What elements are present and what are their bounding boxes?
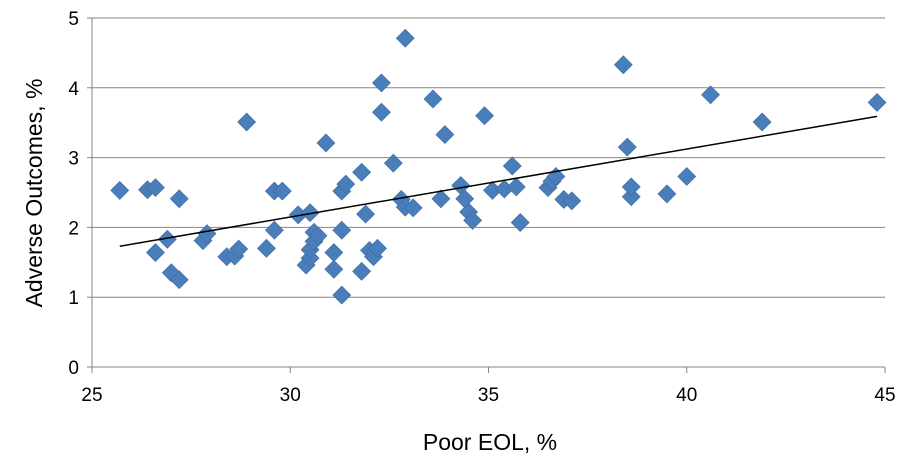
data-point	[272, 181, 292, 201]
data-point	[617, 137, 637, 157]
data-point	[506, 177, 526, 197]
data-point	[372, 102, 391, 122]
data-point	[502, 156, 522, 176]
data-point	[701, 85, 720, 105]
data-point	[383, 153, 403, 173]
data-point	[657, 184, 677, 204]
y-tick-label: 4	[68, 79, 79, 100]
x-tick-labels: 25 30 35 40 45	[81, 385, 895, 406]
y-tick-label: 1	[68, 288, 79, 309]
y-axis-title: Adverse Outcomes, %	[21, 79, 47, 308]
data-point	[372, 73, 391, 93]
data-point	[423, 89, 443, 109]
data-point	[332, 285, 352, 305]
data-point	[316, 133, 336, 153]
x-tick-label: 35	[478, 385, 499, 406]
trendline-group	[119, 115, 878, 247]
data-point	[613, 55, 633, 75]
y-tick-label: 2	[68, 218, 79, 239]
data-point	[395, 28, 415, 48]
data-point	[324, 243, 344, 262]
axes	[87, 17, 886, 373]
data-point	[229, 239, 249, 259]
x-tick-label: 30	[280, 385, 301, 406]
x-tick-label: 25	[81, 385, 102, 406]
x-tick-label: 40	[676, 385, 697, 406]
data-point	[169, 270, 189, 290]
y-tick-label: 5	[68, 9, 79, 30]
data-point	[257, 238, 276, 258]
data-point	[332, 220, 352, 240]
data-point	[621, 187, 641, 207]
data-point	[435, 125, 455, 144]
x-axis-title: Poor EOL, %	[423, 429, 557, 455]
data-point	[110, 180, 130, 200]
gridlines	[92, 17, 885, 298]
x-tick-label: 45	[874, 385, 895, 406]
y-tick-label: 3	[68, 149, 79, 170]
y-tick-label: 0	[68, 358, 79, 379]
data-point	[562, 191, 582, 211]
data-point	[463, 210, 483, 230]
data-point	[621, 177, 641, 197]
data-point	[510, 213, 530, 232]
data-point	[867, 93, 887, 112]
data-point	[336, 174, 356, 194]
data-point	[352, 162, 372, 182]
data-point	[146, 243, 165, 262]
data-point	[264, 220, 284, 240]
trendline	[119, 115, 878, 247]
data-point	[300, 203, 320, 223]
data-point	[169, 189, 189, 209]
y-tick-labels: 0 1 2 3 4 5	[68, 9, 79, 379]
data-points	[110, 28, 887, 305]
data-point	[356, 204, 376, 224]
data-point	[157, 229, 177, 249]
data-point	[146, 178, 165, 198]
data-point	[677, 167, 697, 186]
data-point	[237, 112, 257, 132]
data-point	[475, 106, 494, 126]
data-point	[403, 198, 423, 218]
data-point	[352, 261, 372, 281]
data-point	[308, 226, 328, 246]
data-point	[752, 112, 772, 132]
data-point	[324, 259, 344, 279]
data-point	[368, 238, 387, 258]
data-point	[431, 189, 451, 209]
